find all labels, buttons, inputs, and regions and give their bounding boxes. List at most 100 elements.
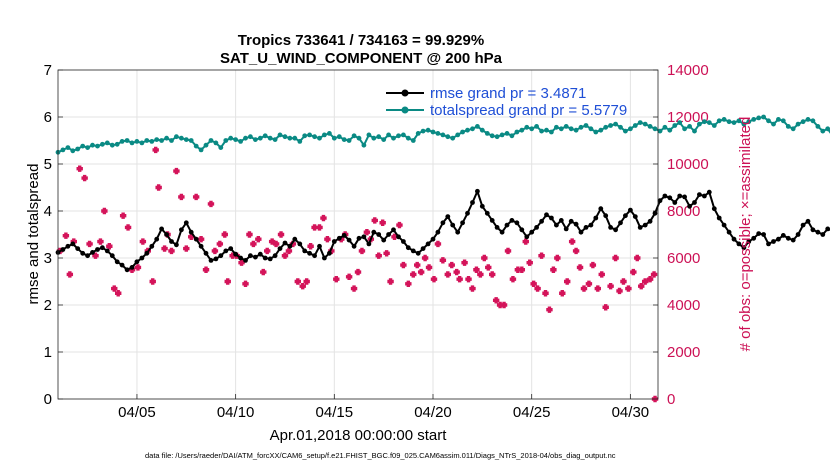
obs-marker-31 xyxy=(202,266,210,273)
totalspread-point-128 xyxy=(687,124,692,129)
obs-marker-41 xyxy=(246,231,253,238)
totalspread-series xyxy=(55,114,830,155)
totalspread-point-97 xyxy=(534,124,539,129)
legend: rmse grand pr = 3.4871 totalspread grand… xyxy=(386,85,627,119)
obs-marker-8 xyxy=(97,238,104,245)
obs-marker-73 xyxy=(383,250,390,257)
chart-subtitle: SAT_U_WIND_COMPONENT @ 200 hPa xyxy=(220,50,503,67)
totalspread-point-1 xyxy=(60,147,66,153)
totalspread-point-59 xyxy=(346,138,352,143)
rmse-point-107 xyxy=(583,225,589,230)
obs-marker-81 xyxy=(417,268,425,276)
totalspread-point-123 xyxy=(662,124,668,130)
obs-marker-112 xyxy=(546,306,553,313)
totalspread-point-47 xyxy=(287,135,293,141)
totalspread-point-42 xyxy=(262,133,268,139)
rmse-point-75 xyxy=(425,241,431,247)
rmse-point-67 xyxy=(386,232,391,237)
rmse-point-118 xyxy=(637,225,643,230)
totalspread-point-26 xyxy=(183,137,189,143)
totalspread-point-28 xyxy=(193,143,199,149)
totalspread-point-94 xyxy=(519,127,525,133)
totalspread-point-64 xyxy=(371,135,377,141)
totalspread-point-66 xyxy=(381,137,387,143)
rmse-point-23 xyxy=(169,239,174,244)
totalspread-point-48 xyxy=(292,135,298,141)
rmse-point-60 xyxy=(351,243,357,249)
rmse-point-92 xyxy=(509,218,515,223)
obs-marker-45 xyxy=(264,247,271,255)
rmse-point-143 xyxy=(761,232,766,237)
y-axis-right-label: # of obs: o=possible; ×=assimilated xyxy=(737,117,754,352)
rmse-point-32 xyxy=(213,256,219,262)
totalspread-point-125 xyxy=(672,123,678,128)
left-tick-label-1: 1 xyxy=(44,344,52,361)
obs-marker-57 xyxy=(316,224,323,231)
rmse-point-113 xyxy=(613,227,618,233)
totalspread-point-155 xyxy=(820,128,826,134)
obs-marker-27 xyxy=(183,245,190,252)
totalspread-point-43 xyxy=(267,135,273,141)
totalspread-point-106 xyxy=(578,124,584,130)
totalspread-point-10 xyxy=(104,140,110,146)
rmse-point-36 xyxy=(233,251,239,257)
totalspread-point-133 xyxy=(711,123,717,128)
right-tick-label-4: 8000 xyxy=(667,203,700,220)
footnote: data file: /Users/raeder/DAI/ATM_forcXX/… xyxy=(145,451,616,460)
obs-marker-9 xyxy=(101,207,108,215)
rmse-point-50 xyxy=(302,248,308,254)
obs-marker-79 xyxy=(410,271,417,278)
totalspread-point-74 xyxy=(420,128,426,134)
rmse-point-114 xyxy=(618,220,623,226)
rmse-point-40 xyxy=(253,254,258,260)
rmse-point-9 xyxy=(100,245,105,251)
rmse-point-55 xyxy=(327,250,332,256)
totalspread-point-57 xyxy=(336,134,342,140)
totalspread-point-72 xyxy=(410,138,416,143)
rmse-point-97 xyxy=(534,225,539,230)
totalspread-point-49 xyxy=(297,139,303,144)
totalspread-point-144 xyxy=(766,118,771,124)
totalspread-point-90 xyxy=(499,132,505,138)
rmse-point-31 xyxy=(208,258,214,263)
obs-marker-124 xyxy=(598,271,605,278)
obs-marker-97 xyxy=(485,264,492,271)
rmse-point-42 xyxy=(262,255,268,261)
totalspread-point-132 xyxy=(706,120,712,125)
rmse-point-108 xyxy=(588,222,594,228)
obs-marker-94 xyxy=(473,266,480,273)
rmse-point-4 xyxy=(75,246,81,252)
totalspread-point-151 xyxy=(800,119,806,125)
rmse-point-112 xyxy=(608,225,613,230)
totalspread-point-71 xyxy=(405,135,411,141)
left-tick-label-6: 6 xyxy=(44,109,52,126)
totalspread-point-77 xyxy=(435,131,441,136)
rmse-point-64 xyxy=(371,229,377,235)
obs-marker-52 xyxy=(294,278,302,285)
rmse-point-134 xyxy=(716,215,722,221)
rmse-point-149 xyxy=(790,237,796,243)
totalspread-point-54 xyxy=(322,132,327,138)
obs-marker-120 xyxy=(580,285,588,292)
totalspread-point-39 xyxy=(248,134,253,140)
rmse-point-132 xyxy=(706,189,712,195)
totalspread-point-25 xyxy=(179,135,184,141)
obs-marker-109 xyxy=(534,285,541,292)
totalspread-point-27 xyxy=(188,138,194,143)
obs-marker-128 xyxy=(616,287,623,295)
totalspread-point-142 xyxy=(756,115,762,121)
totalspread-point-143 xyxy=(761,114,766,120)
totalspread-point-32 xyxy=(213,140,219,146)
rmse-point-90 xyxy=(499,229,505,235)
obs-marker-111 xyxy=(542,290,549,297)
rmse-point-147 xyxy=(780,233,786,238)
rmse-point-83 xyxy=(465,210,470,216)
totalspread-point-149 xyxy=(790,126,796,132)
rmse-point-123 xyxy=(662,193,668,199)
rmse-point-72 xyxy=(410,248,416,254)
obs-marker-4 xyxy=(76,165,83,172)
obs-marker-10 xyxy=(106,243,113,250)
obs-marker-42 xyxy=(250,240,257,248)
rmse-point-120 xyxy=(647,218,653,224)
right-tick-label-7: 14000 xyxy=(667,62,709,79)
